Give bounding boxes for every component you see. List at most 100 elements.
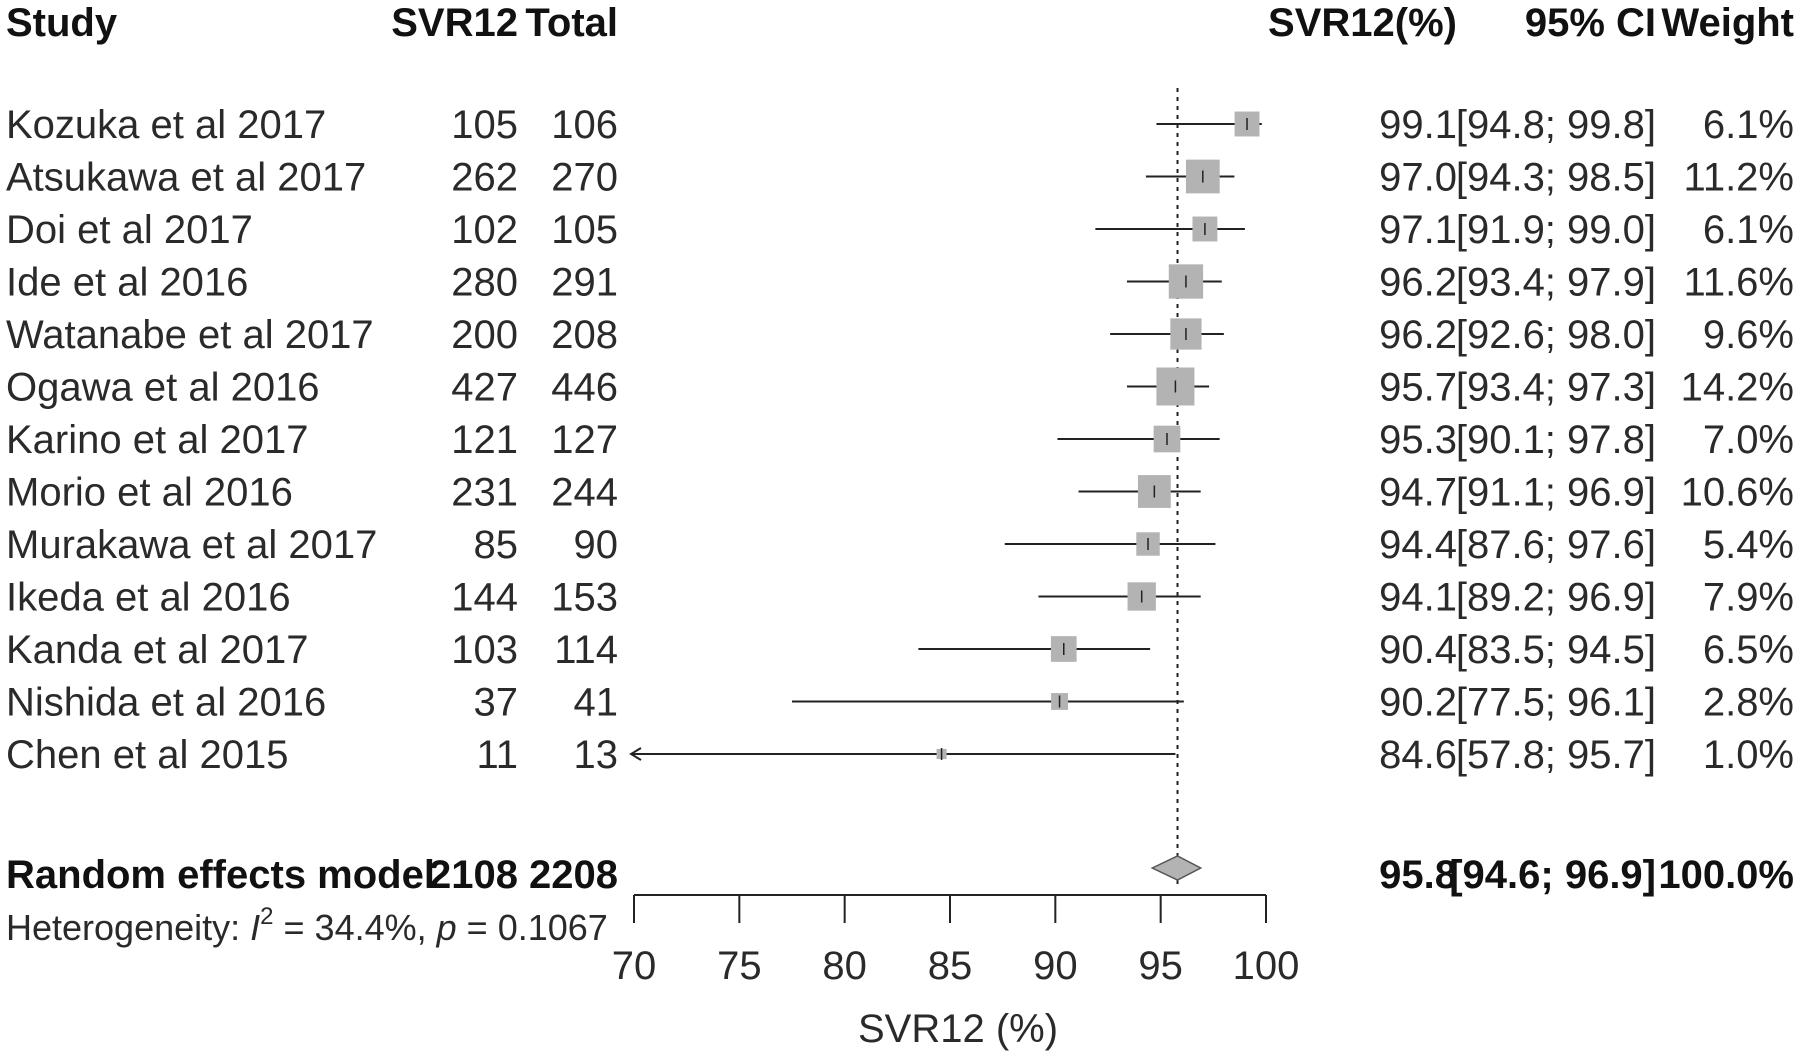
study-row: Kozuka et al 2017 105 106 99.1[94.8; 99.8] 6… — [6, 103, 1794, 147]
study-events: 11 — [476, 733, 518, 777]
study-row: Karino et al 2017 121 127 95.3[90.1; 97.8] 7… — [6, 418, 1794, 462]
study-total: 106 — [551, 103, 618, 147]
study-name: Kozuka et al 2017 — [6, 103, 326, 147]
x-tick-label: 85 — [928, 944, 973, 988]
x-axis-label: SVR12 (%) — [858, 1007, 1058, 1051]
study-ci: [92.6; 98.0] — [1456, 313, 1656, 357]
study-name: Ide et al 2016 — [6, 261, 248, 305]
study-ci: [87.6; 97.6] — [1456, 523, 1656, 567]
study-events: 102 — [451, 208, 518, 252]
heterogeneity-text: Heterogeneity: I2 = 34.4%, p = 0.1067 — [6, 903, 608, 948]
study-ci: [94.3; 98.5] — [1456, 156, 1656, 200]
plot-area: 70 75 80 85 90 95 100 — [612, 88, 1300, 988]
study-row: Ogawa et al 2016 427 446 95.7[93.4; 97.3] 14… — [6, 366, 1794, 410]
study-weight: 11.6% — [1684, 261, 1794, 305]
study-estimate: 96.2 — [1379, 261, 1457, 305]
study-estimate: 95.7 — [1379, 366, 1457, 410]
pooled-ci: [94.6; 96.9] — [1449, 853, 1656, 897]
study-total: 41 — [574, 681, 619, 725]
header-total: Total — [525, 1, 618, 45]
study-row: Murakawa et al 2017 85 90 94.4[87.6; 97.6] 5… — [6, 523, 1794, 567]
study-estimate: 94.1 — [1379, 576, 1457, 620]
study-events: 121 — [451, 418, 518, 462]
study-ci: [93.4; 97.3] — [1456, 366, 1656, 410]
heterogeneity-superscript: 2 — [260, 903, 273, 930]
study-weight: 6.1% — [1703, 208, 1794, 252]
study-events: 427 — [451, 366, 518, 410]
study-name: Chen et al 2015 — [6, 733, 288, 777]
pooled-total: 2208 — [529, 853, 618, 897]
study-row: Nishida et al 2016 37 41 90.2[77.5; 96.1] 2.… — [6, 681, 1794, 725]
study-ci: [94.8; 99.8] — [1456, 103, 1656, 147]
study-weight: 5.4% — [1703, 523, 1794, 567]
study-ci: [77.5; 96.1] — [1456, 681, 1656, 725]
study-events: 37 — [474, 681, 519, 725]
study-estimate: 90.4 — [1379, 628, 1457, 672]
study-name: Ogawa et al 2016 — [6, 366, 320, 410]
study-name: Murakawa et al 2017 — [6, 523, 377, 567]
study-estimate: 95.3 — [1379, 418, 1457, 462]
study-ci: [83.5; 94.5] — [1456, 628, 1656, 672]
heterogeneity-i-symbol: I — [250, 907, 260, 948]
study-name: Karino et al 2017 — [6, 418, 308, 462]
ci-arrow — [629, 747, 642, 761]
study-total: 244 — [551, 471, 618, 515]
study-weight: 6.5% — [1703, 628, 1794, 672]
study-events: 85 — [474, 523, 519, 567]
study-events: 231 — [451, 471, 518, 515]
study-weight: 7.9% — [1703, 576, 1794, 620]
pooled-events: 2108 — [429, 853, 518, 897]
study-weight: 2.8% — [1703, 681, 1794, 725]
study-ci: [93.4; 97.9] — [1456, 261, 1656, 305]
study-total: 270 — [551, 156, 618, 200]
heterogeneity-p: = 0.1067 — [457, 907, 608, 948]
x-tick-label: 75 — [717, 944, 762, 988]
study-weight: 10.6% — [1681, 471, 1794, 515]
study-estimate: 97.1 — [1379, 208, 1457, 252]
heterogeneity-prefix: Heterogeneity: — [6, 907, 250, 948]
study-weight: 14.2% — [1681, 366, 1794, 410]
study-name: Ikeda et al 2016 — [6, 576, 291, 620]
study-total: 291 — [551, 261, 618, 305]
study-estimate: 84.6 — [1379, 733, 1457, 777]
pooled-weight: 100.0% — [1658, 853, 1794, 897]
study-events: 103 — [451, 628, 518, 672]
heterogeneity-i2: = 34.4%, — [274, 907, 437, 948]
pooled-row: Random effects model 2108 2208 95.8 [94.… — [6, 853, 1794, 897]
study-row: Doi et al 2017 102 105 97.1[91.9; 99.0] 6.1% — [6, 208, 1794, 252]
header-estimate: SVR12(%) — [1268, 1, 1457, 45]
study-row: Watanabe et al 2017 200 208 96.2[92.6; 98.0… — [6, 313, 1794, 357]
study-total: 105 — [551, 208, 618, 252]
study-estimate: 99.1 — [1379, 103, 1457, 147]
study-rows: Kozuka et al 2017 105 106 99.1[94.8; 99.8] 6… — [6, 103, 1794, 777]
x-tick-label: 100 — [1233, 944, 1300, 988]
study-ci: [90.1; 97.8] — [1456, 418, 1656, 462]
header-row: Study SVR12 Total SVR12(%) 95% CI Weight — [6, 1, 1794, 45]
x-tick-label: 70 — [612, 944, 657, 988]
study-ci: [91.1; 96.9] — [1456, 471, 1656, 515]
study-estimate: 94.7 — [1379, 471, 1457, 515]
study-name: Kanda et al 2017 — [6, 628, 308, 672]
pooled-diamond — [1150, 855, 1203, 881]
study-weight: 6.1% — [1703, 103, 1794, 147]
study-events: 105 — [451, 103, 518, 147]
header-events: SVR12 — [391, 1, 518, 45]
study-total: 13 — [574, 733, 619, 777]
study-name: Doi et al 2017 — [6, 208, 253, 252]
study-events: 280 — [451, 261, 518, 305]
study-weight: 1.0% — [1703, 733, 1794, 777]
header-weight: Weight — [1661, 1, 1794, 45]
study-weight: 7.0% — [1703, 418, 1794, 462]
study-estimate: 94.4 — [1379, 523, 1457, 567]
study-estimate: 90.2 — [1379, 681, 1457, 725]
study-name: Nishida et al 2016 — [6, 681, 326, 725]
study-row: Atsukawa et al 2017 262 270 97.0[94.3; 98.5… — [6, 156, 1794, 200]
pooled-name: Random effects model — [6, 853, 435, 897]
x-tick-label: 90 — [1033, 944, 1078, 988]
heterogeneity-p-symbol: p — [436, 907, 457, 948]
study-row: Morio et al 2016 231 244 94.7[91.1; 96.9] 10… — [6, 471, 1794, 515]
study-total: 114 — [554, 628, 618, 672]
study-name: Atsukawa et al 2017 — [6, 156, 366, 200]
study-row: Kanda et al 2017 103 114 90.4[83.5; 94.5] 6.… — [6, 628, 1794, 672]
